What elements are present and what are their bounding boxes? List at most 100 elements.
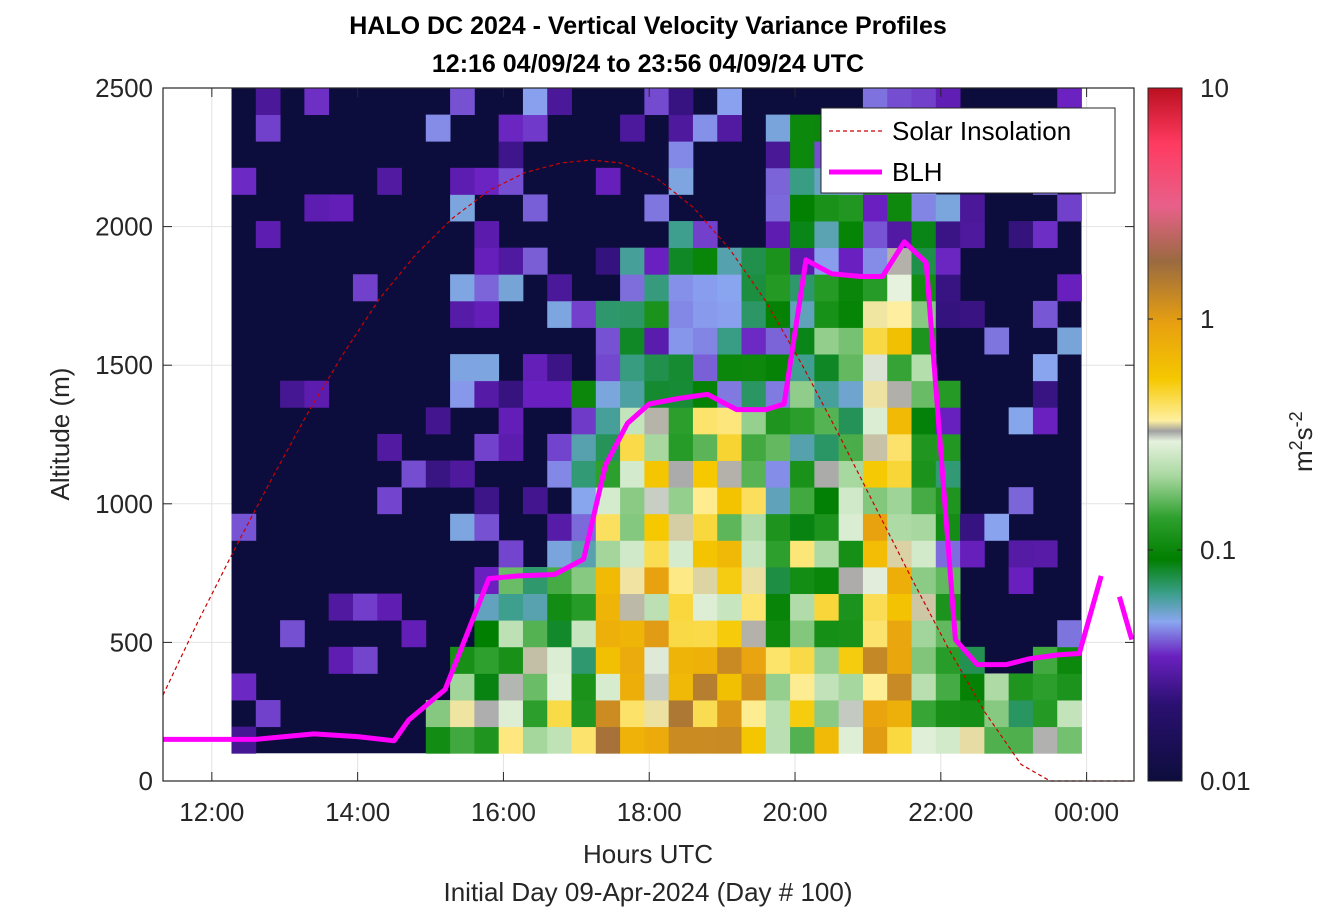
heatmap-cell	[911, 726, 937, 754]
heatmap-cell	[887, 460, 912, 488]
heatmap-cell	[717, 487, 742, 515]
heatmap-cell	[862, 354, 888, 382]
heatmap-cell	[668, 433, 694, 461]
heatmap-cell	[547, 460, 572, 488]
heatmap-cell	[741, 513, 767, 541]
heatmap-cell	[644, 354, 670, 382]
heatmap-cell	[862, 407, 888, 435]
heatmap-cell	[814, 300, 840, 328]
colorbar-unit-mid: s	[1288, 427, 1318, 440]
y-tick-label: 1500	[95, 350, 153, 380]
heatmap-cell	[790, 567, 815, 595]
heatmap-cell	[887, 646, 912, 674]
heatmap-cell	[668, 593, 694, 621]
heatmap-cell	[522, 247, 548, 275]
heatmap-cell	[571, 300, 597, 328]
heatmap-cell	[741, 247, 767, 275]
heatmap-cell	[328, 194, 354, 222]
heatmap-cell	[474, 726, 500, 754]
heatmap-cell	[814, 327, 840, 355]
heatmap-cell	[717, 247, 742, 275]
heatmap-cell	[814, 380, 840, 408]
heatmap-cell	[765, 327, 791, 355]
heatmap-cell	[1032, 726, 1058, 754]
heatmap-cell	[1057, 194, 1082, 222]
heatmap-cell	[644, 407, 670, 435]
heatmap-cell	[450, 354, 475, 382]
heatmap-cell	[765, 460, 791, 488]
heatmap-cell	[668, 141, 694, 169]
heatmap-cell	[765, 540, 791, 568]
heatmap-cell	[450, 88, 475, 116]
heatmap-cell	[717, 274, 742, 302]
heatmap-cell	[595, 593, 621, 621]
heatmap-cell	[352, 593, 378, 621]
heatmap-cell	[692, 593, 718, 621]
heatmap-cell	[595, 513, 621, 541]
heatmap-cell	[911, 274, 937, 302]
heatmap-cell	[765, 593, 791, 621]
heatmap-cell	[474, 300, 500, 328]
y-tick-label: 1000	[95, 489, 153, 519]
x-tick-label: 00:00	[1054, 797, 1119, 827]
heatmap-cell	[571, 567, 597, 595]
colorbar-tick-label: 1	[1200, 304, 1214, 334]
heatmap-cell	[790, 700, 815, 728]
heatmap-cell	[474, 247, 500, 275]
heatmap-cell	[862, 593, 888, 621]
heatmap-cell	[304, 380, 330, 408]
heatmap-cell	[1008, 673, 1034, 701]
heatmap-cell	[1057, 673, 1082, 701]
heatmap-cell	[741, 620, 767, 648]
heatmap-cell	[377, 487, 402, 515]
heatmap-cell	[425, 460, 451, 488]
heatmap-cell	[887, 700, 912, 728]
heatmap-cell	[231, 673, 257, 701]
heatmap-cell	[547, 513, 572, 541]
y-tick-label: 2000	[95, 212, 153, 242]
heatmap-cell	[862, 380, 888, 408]
heatmap-cell	[668, 673, 694, 701]
heatmap-cell	[644, 247, 670, 275]
heatmap-cell	[717, 354, 742, 382]
heatmap-cell	[741, 646, 767, 674]
heatmap-cell	[765, 141, 791, 169]
heatmap-cell	[571, 407, 597, 435]
heatmap-cell	[717, 300, 742, 328]
heatmap-cell	[717, 540, 742, 568]
heatmap-cell	[790, 540, 815, 568]
heatmap-cell	[522, 646, 548, 674]
heatmap-cell	[692, 700, 718, 728]
heatmap-cell	[790, 354, 815, 382]
heatmap-cell	[862, 673, 888, 701]
chart-subtitle: 12:16 04/09/24 to 23:56 04/09/24 UTC	[432, 50, 864, 78]
heatmap-cell	[790, 167, 815, 195]
heatmap-cell	[984, 513, 1010, 541]
x-tick-label: 18:00	[617, 797, 682, 827]
heatmap-cell	[255, 88, 281, 116]
heatmap-cell	[644, 646, 670, 674]
heatmap-cell	[1008, 487, 1034, 515]
heatmap-cell	[595, 407, 621, 435]
heatmap-cell	[692, 646, 718, 674]
heatmap-cell	[935, 300, 961, 328]
heatmap-cell	[377, 433, 402, 461]
heatmap-cell	[741, 433, 767, 461]
heatmap-cell	[1032, 354, 1058, 382]
heatmap-cell	[814, 646, 840, 674]
heatmap-cell	[668, 380, 694, 408]
heatmap-cell	[595, 167, 621, 195]
heatmap-cell	[765, 487, 791, 515]
heatmap-cell	[474, 354, 500, 382]
heatmap-cell	[620, 567, 645, 595]
heatmap-cell	[547, 620, 572, 648]
y-tick-label: 0	[139, 766, 153, 796]
heatmap-cell	[814, 540, 840, 568]
heatmap-cell	[498, 380, 524, 408]
colorbar-tick-label: 10	[1200, 73, 1229, 103]
heatmap-cell	[935, 646, 961, 674]
heatmap-cell	[911, 380, 937, 408]
heatmap-cell	[790, 593, 815, 621]
heatmap-cell	[595, 327, 621, 355]
heatmap-cell	[984, 327, 1010, 355]
